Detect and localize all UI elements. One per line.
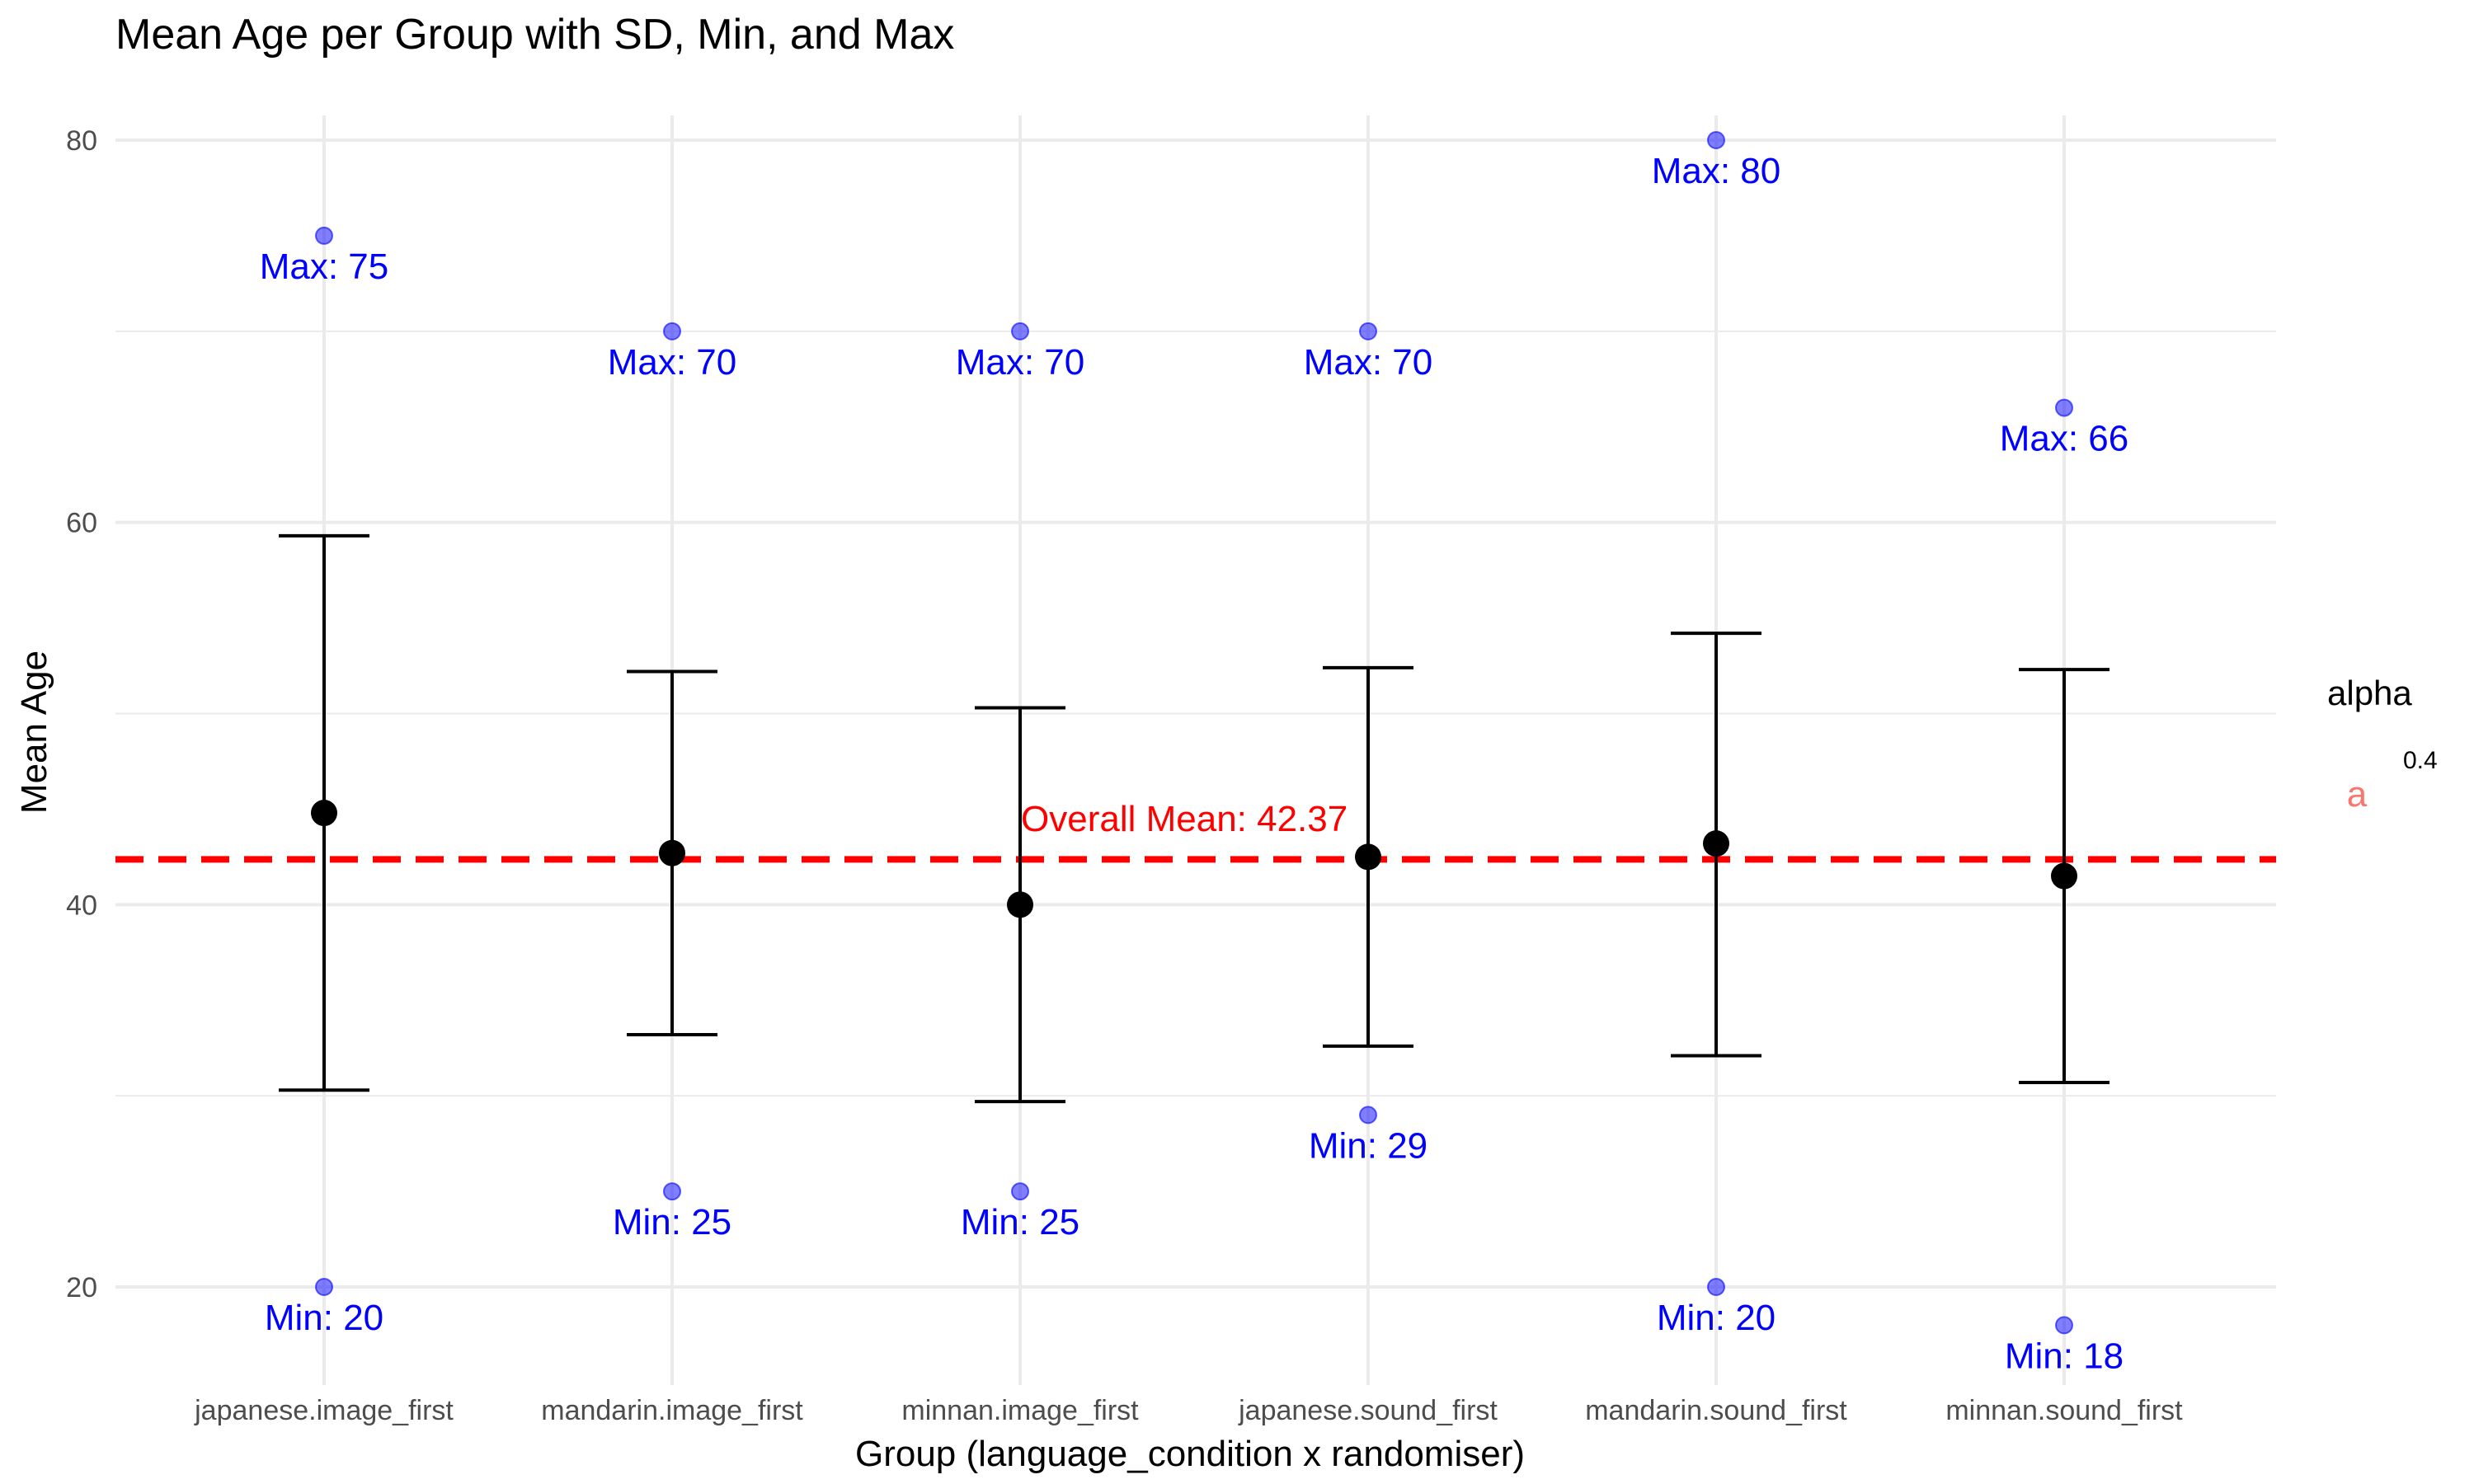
min-label: Min: 25 (961, 1202, 1079, 1242)
mean-point (1007, 891, 1033, 918)
legend-value-label: 0.4 (2403, 747, 2438, 774)
x-axis-title: Group (language_condition x randomiser) (855, 1434, 1525, 1474)
max-point (2055, 398, 2073, 417)
max-point (1707, 131, 1725, 149)
max-point (1011, 322, 1029, 340)
max-label: Max: 80 (1652, 151, 1781, 191)
max-point (315, 226, 333, 245)
min-label: Min: 20 (265, 1298, 383, 1338)
overall-mean-group: Overall Mean: 42.37 (115, 799, 2276, 863)
chart-title: Mean Age per Group with SD, Min, and Max (115, 11, 955, 59)
overall-mean-label: Overall Mean: 42.37 (1021, 799, 1348, 839)
min-point (663, 1182, 681, 1201)
mean-point (659, 839, 685, 866)
max-point (1359, 322, 1377, 340)
y-tick-label: 20 (66, 1272, 97, 1303)
mean-point (1355, 843, 1381, 871)
y-axis-title: Mean Age (14, 650, 54, 814)
min-label: Min: 29 (1309, 1125, 1427, 1166)
min-label: Min: 20 (1657, 1298, 1776, 1338)
y-tick-label: 60 (66, 508, 97, 539)
x-tick-label: japanese.image_first (194, 1395, 454, 1426)
mean-points (311, 800, 2077, 918)
x-tick-label: mandarin.image_first (541, 1395, 803, 1426)
mean-point (1703, 830, 1729, 857)
x-tick-label: minnan.image_first (901, 1395, 1139, 1426)
legend: alpha 0.4 a (2327, 674, 2438, 815)
min-label: Min: 18 (2005, 1336, 2124, 1376)
max-label: Max: 66 (2000, 419, 2129, 459)
max-point (663, 322, 681, 340)
y-tick-labels: 20 40 60 80 (66, 125, 97, 1303)
min-point (1707, 1278, 1725, 1296)
mean-point (311, 800, 337, 827)
y-tick-label: 80 (66, 125, 97, 157)
max-label: Max: 75 (260, 247, 389, 287)
min-point (1011, 1182, 1029, 1201)
minor-gridlines (115, 330, 2276, 1097)
x-tick-label: japanese.sound_first (1238, 1395, 1498, 1426)
min-point (315, 1278, 333, 1296)
x-tick-labels: japanese.image_first mandarin.image_first… (194, 1395, 2183, 1426)
major-gridlines (115, 115, 2276, 1385)
max-label: Max: 70 (956, 342, 1085, 383)
max-label: Max: 70 (608, 342, 737, 383)
legend-title: alpha (2327, 674, 2412, 712)
min-point (2055, 1316, 2073, 1335)
min-label: Min: 25 (613, 1202, 731, 1242)
mean-point (2051, 862, 2077, 890)
x-tick-label: minnan.sound_first (1945, 1395, 2183, 1426)
min-point (1359, 1106, 1377, 1125)
legend-key-glyph: a (2347, 774, 2368, 815)
min-max-points (315, 131, 2073, 1335)
x-tick-label: mandarin.sound_first (1585, 1395, 1847, 1426)
min-max-labels: Max: 75 Min: 20 Max: 70 Min: 25 Max: 70 Min: … (260, 151, 2129, 1376)
y-tick-label: 40 (66, 890, 97, 921)
max-label: Max: 70 (1304, 342, 1433, 383)
